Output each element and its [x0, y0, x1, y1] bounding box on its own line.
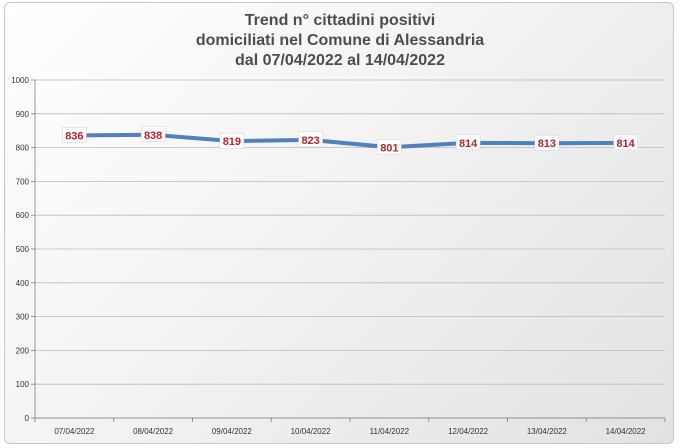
data-label-box: [613, 134, 638, 151]
data-label-value: 836: [65, 130, 83, 142]
x-tick-label: 14/04/2022: [606, 427, 647, 436]
y-tick-label: 300: [16, 313, 30, 322]
x-tick-label: 08/04/2022: [133, 427, 174, 436]
data-label: 801: [377, 139, 402, 155]
data-label-box: [298, 131, 323, 148]
y-tick-label: 400: [16, 279, 30, 288]
chart-title-line-2: domiciliati nel Comune di Alessandria: [195, 32, 485, 49]
y-tick-label: 600: [16, 211, 30, 220]
data-label-value: 813: [538, 138, 556, 150]
data-label-box: [140, 126, 166, 143]
y-tick-label: 100: [16, 380, 30, 389]
chart-title-line-3: dal 07/04/2022 al 14/04/2022: [235, 52, 445, 69]
data-label-value: 814: [616, 138, 635, 150]
data-label-box: [219, 132, 245, 149]
y-tick-label: 200: [16, 346, 30, 355]
line-chart: 0 100 200 300 400 500 600 700 800 900 1000 07/04/20…: [11, 76, 666, 436]
data-label: 836: [62, 127, 87, 143]
y-tick-label: 900: [16, 110, 30, 119]
axes: 0 100 200 300 400 500 600 700 800 900 1000 07/04/20…: [11, 76, 666, 436]
data-label: 813: [534, 134, 560, 151]
x-tick-label: 11/04/2022: [370, 427, 410, 436]
x-tick-label: 07/04/2022: [54, 427, 95, 436]
data-label-box: [455, 134, 481, 151]
data-label: 823: [298, 131, 323, 148]
data-label-box: [534, 134, 560, 151]
y-tick-label: 0: [25, 414, 30, 423]
data-label: 838: [140, 126, 166, 143]
data-label-value: 814: [459, 138, 478, 150]
data-label: 819: [219, 132, 245, 149]
y-tick-label: 800: [16, 144, 30, 153]
data-label-value: 838: [144, 130, 162, 142]
y-tick-label: 1000: [11, 76, 29, 85]
y-tick-label: 500: [16, 245, 30, 254]
data-label: 814: [455, 134, 481, 151]
x-tick-label: 09/04/2022: [212, 427, 253, 436]
data-label-box: [377, 139, 402, 155]
data-label-box: [62, 127, 87, 143]
chart-title-line-1: Trend n° cittadini positivi: [244, 12, 436, 29]
chart-frame: Trend n° cittadini positivi domiciliati …: [4, 2, 674, 444]
x-tick-label: 13/04/2022: [527, 427, 568, 436]
gridlines: [35, 79, 665, 419]
x-tick-label: 10/04/2022: [291, 427, 332, 436]
data-labels: 836 838 819 823 801 814 813 814: [62, 126, 638, 155]
y-tick-label: 700: [16, 177, 30, 186]
data-label-value: 801: [380, 142, 398, 154]
chart-title: Trend n° cittadini positivi domiciliati …: [5, 11, 673, 71]
data-label-value: 823: [301, 135, 319, 147]
x-tick-label: 12/04/2022: [448, 427, 489, 436]
data-label: 814: [613, 134, 638, 151]
series-line-0: [72, 132, 628, 150]
data-label-value: 819: [223, 136, 241, 148]
